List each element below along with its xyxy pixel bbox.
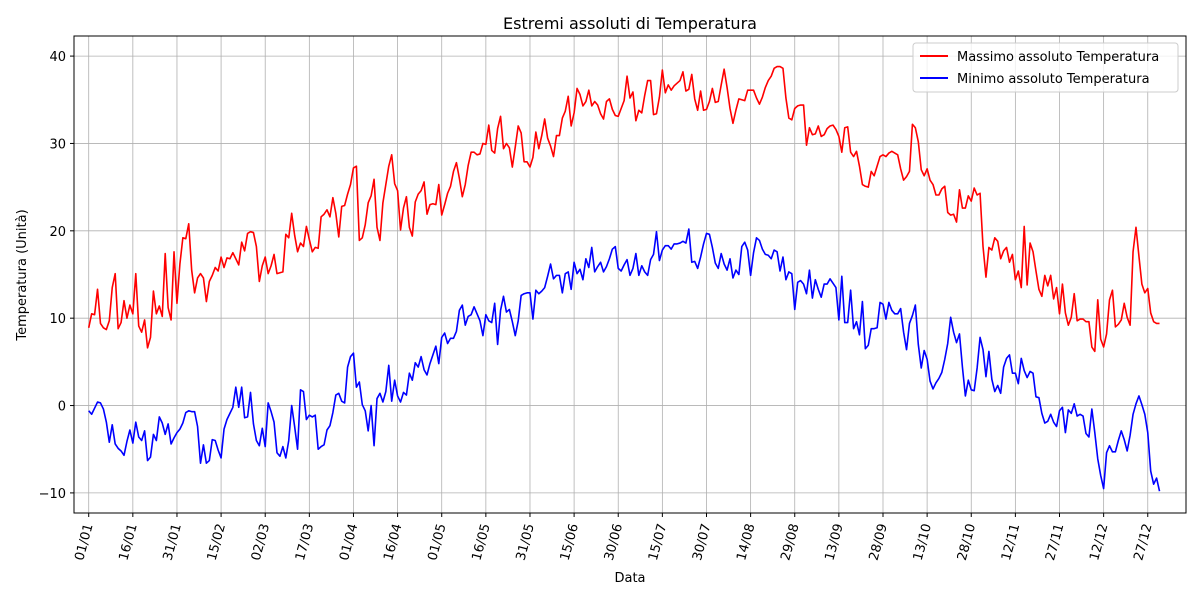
y-tick-label: 0 [58, 400, 66, 415]
y-tick-label: 40 [49, 50, 66, 65]
x-axis-title: Data [614, 571, 645, 586]
y-axis-title: Temperatura (Unità) [15, 209, 30, 341]
y-tick-label: 20 [49, 225, 66, 240]
legend-label-min: Minimo assoluto Temperatura [957, 72, 1150, 87]
plot-frame [73, 35, 1187, 514]
legend-box [912, 42, 1179, 93]
series-line-max [87, 65, 1160, 353]
series-lines [87, 65, 1161, 492]
chart-title: Estremi assoluti di Temperatura [503, 14, 757, 33]
y-tick-label: 30 [49, 137, 66, 152]
y-tick-label: −10 [39, 487, 66, 502]
series-line-min [88, 228, 1161, 492]
legend-label-max: Massimo assoluto Temperatura [957, 50, 1159, 65]
legend: Massimo assoluto Temperatura Minimo asso… [912, 42, 1179, 93]
y-tick-label: 10 [49, 312, 66, 327]
